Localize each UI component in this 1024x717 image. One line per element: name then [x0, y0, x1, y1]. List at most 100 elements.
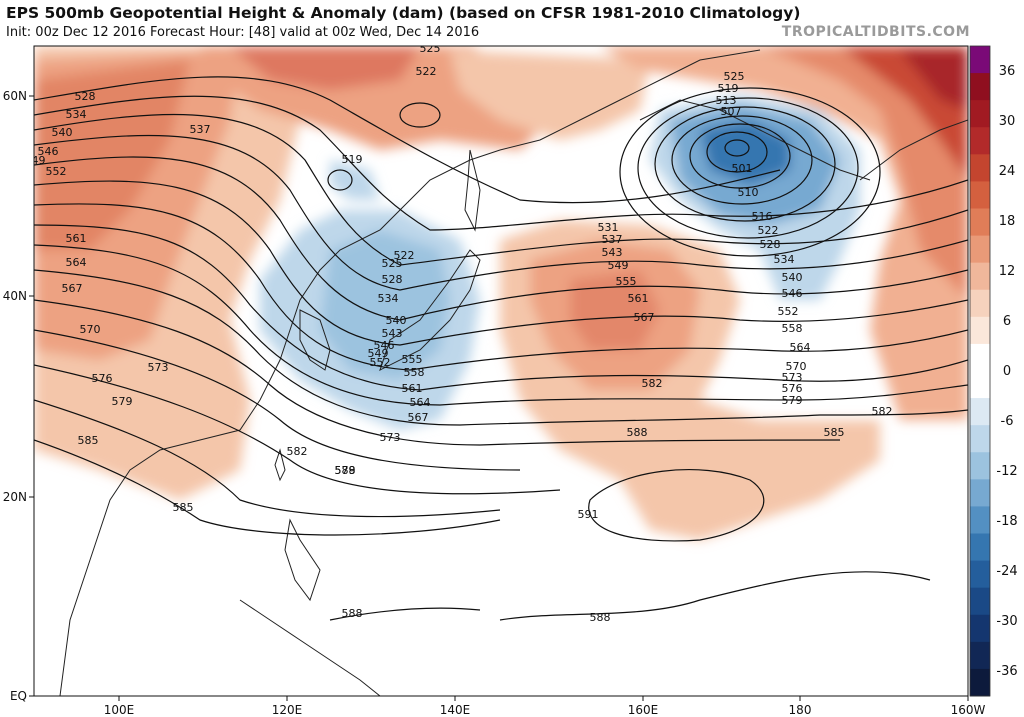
contour-label: 552: [778, 305, 799, 318]
colorbar-swatch: [970, 479, 990, 507]
contour-label: 525: [420, 42, 441, 55]
contour-label: 582: [872, 405, 893, 418]
lon-tick-label: 160W: [951, 703, 986, 717]
colorbar-swatch: [970, 533, 990, 562]
lon-tick-label: 120E: [272, 703, 303, 717]
contour-label: 534: [66, 108, 87, 121]
contour-label: 540: [782, 271, 803, 284]
contour-label: 555: [616, 275, 637, 288]
height-contours: [34, 76, 968, 621]
lon-tick-label: 180: [789, 703, 812, 717]
contour-label: 516: [752, 210, 773, 223]
contour-label: 564: [66, 256, 87, 269]
contour-label: 564: [790, 341, 811, 354]
colorbar-label: -18: [996, 514, 1017, 529]
colorbar-swatch: [970, 425, 990, 453]
contour-label: 576: [92, 372, 113, 385]
lon-tick-label: 160E: [628, 703, 659, 717]
colorbar-swatch: [970, 641, 990, 670]
contour-label: 579: [782, 394, 803, 407]
colorbar-swatch: [970, 208, 990, 237]
contour-label: 579: [335, 464, 356, 477]
contour-label: 561: [628, 292, 649, 305]
contour-label: 573: [782, 371, 803, 384]
colorbar-label: 18: [999, 214, 1016, 229]
contour-label: 588: [627, 426, 648, 439]
colorbar-swatch: [970, 316, 990, 345]
lat-tick-label: EQ: [10, 689, 27, 703]
contour-label: 561: [66, 232, 87, 245]
contour-label: 546: [374, 339, 395, 352]
site-credit[interactable]: TROPICALTIDBITS.COM: [781, 24, 970, 40]
colorbar-swatch: [970, 506, 990, 534]
colorbar-label: -6: [1001, 414, 1014, 429]
contour-label: 546: [782, 287, 803, 300]
colorbar-label: 24: [999, 164, 1016, 179]
colorbar-swatch: [970, 100, 990, 128]
contour-label: 537: [602, 233, 623, 246]
lat-tick-label: 20N: [3, 490, 27, 504]
colorbar-swatch: [970, 154, 990, 182]
contour-label: 558: [782, 322, 803, 335]
colorbar-swatch: [970, 181, 990, 209]
colorbar-label: 12: [999, 264, 1016, 279]
colorbar-label: -36: [996, 664, 1017, 679]
contour-label: 564: [410, 396, 431, 409]
colorbar-swatch: [970, 371, 990, 399]
contour-label: 588: [342, 607, 363, 620]
contour-label: 531: [598, 221, 619, 234]
colorbar-label: 36: [999, 64, 1016, 79]
contour-label: 546: [38, 145, 59, 158]
contour-label: 555: [402, 353, 423, 366]
anomaly-shading: [34, 46, 968, 540]
contour-label: 525: [724, 70, 745, 83]
colorbar-swatch: [970, 452, 990, 480]
contour-label: 528: [382, 273, 403, 286]
contour-label: 534: [378, 292, 399, 305]
contour-label: 501: [732, 162, 753, 175]
contour-label: 558: [404, 366, 425, 379]
contour-label: 582: [287, 445, 308, 458]
contour-label: 534: [774, 253, 795, 266]
contour-label: 549: [368, 347, 389, 360]
contour-label: 588: [335, 464, 356, 477]
contour-label: 522: [416, 65, 437, 78]
contour-label: 552: [46, 165, 67, 178]
contour-label: 525: [382, 257, 403, 270]
colorbar-swatch: [970, 73, 990, 101]
contour-label: 552: [370, 356, 391, 369]
contour-label: 507: [721, 105, 742, 118]
colorbar-swatch: [970, 235, 990, 264]
contour-label: 513: [716, 94, 737, 107]
lon-tick-label: 140E: [440, 703, 471, 717]
contour-label: 582: [642, 377, 663, 390]
colorbar-label: 6: [1003, 314, 1011, 329]
contour-label: 519: [718, 82, 739, 95]
contour-label: 585: [173, 501, 194, 514]
contour-label: 522: [394, 249, 415, 262]
contour-label: 570: [80, 323, 101, 336]
contour-label: 573: [380, 431, 401, 444]
anomaly-colorbar: 36 30 24 18 12 6 0 -6 -12 -18 -24 -30 -36: [969, 45, 1018, 697]
lat-tick-label: 40N: [3, 289, 27, 303]
contour-label: 570: [786, 360, 807, 373]
contour-label: 540: [386, 314, 407, 327]
colorbar-swatch: [970, 614, 990, 643]
contour-label: 585: [78, 434, 99, 447]
axis-labels: 100E 120E 140E 160E 180 160W 60N 40N 20N EQ: [3, 89, 986, 717]
map-frame: [33, 45, 969, 697]
contour-label: 567: [408, 411, 429, 424]
contour-label: 543: [602, 246, 623, 259]
colorbar-label: 30: [999, 114, 1016, 129]
colorbar-swatch: [970, 343, 990, 372]
lat-tick-label: 60N: [3, 89, 27, 103]
contour-label: 579: [112, 395, 133, 408]
contour-label: 543: [382, 327, 403, 340]
colorbar-swatch: [970, 398, 990, 426]
colorbar-label: -12: [996, 464, 1017, 479]
contour-label: 549: [608, 259, 629, 272]
contour-label: 549: [25, 154, 46, 167]
contour-label: 561: [402, 382, 423, 395]
